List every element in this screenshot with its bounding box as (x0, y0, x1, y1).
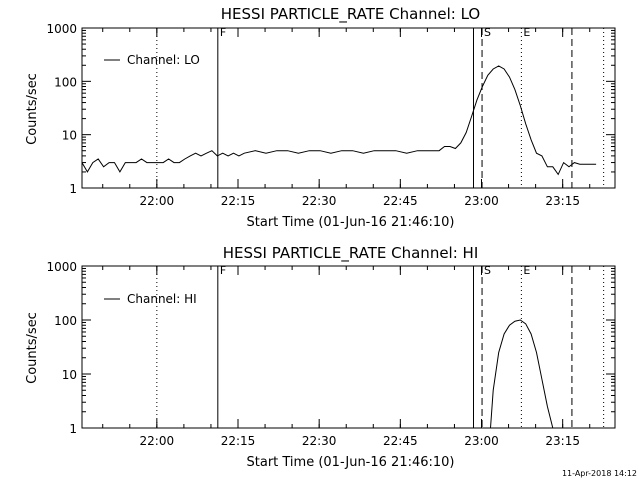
event-flag-label: S (484, 26, 491, 39)
footer-timestamp: 11-Apr-2018 14:12 (562, 469, 637, 478)
legend-entry: Channel: LO (127, 53, 200, 67)
x-tick-label: 23:15 (545, 194, 580, 208)
chart-title: HESSI PARTICLE_RATE Channel: LO (221, 5, 480, 24)
legend-entry: Channel: HI (127, 292, 197, 306)
panel-hi: HESSI PARTICLE_RATE Channel: HI Counts/s… (25, 244, 616, 470)
event-flag-label: E (523, 26, 530, 39)
y-tick-label: 100 (54, 75, 77, 89)
event-flag-label: F (220, 26, 226, 39)
series-line (490, 319, 554, 428)
series-line (82, 65, 597, 176)
x-axis-label: Start Time (01-Jun-16 21:46:10) (247, 215, 455, 230)
x-tick-label: 22:30 (302, 434, 337, 448)
y-axis-label: Counts/sec (25, 312, 40, 384)
y-tick-label: 10 (62, 129, 77, 143)
y-axis-label: Counts/sec (25, 73, 40, 145)
event-flag-label: E (523, 264, 530, 277)
x-axis-label: Start Time (01-Jun-16 21:46:10) (247, 455, 455, 470)
event-flag-label: S (484, 264, 491, 277)
x-tick-label: 23:00 (464, 194, 499, 208)
plot-frame (81, 27, 616, 189)
x-tick-label: 22:15 (221, 434, 256, 448)
x-tick-label: 23:00 (464, 434, 499, 448)
event-flag-label: F (220, 264, 226, 277)
x-tick-label: 22:45 (383, 434, 418, 448)
x-tick-label: 22:45 (383, 194, 418, 208)
x-tick-label: 22:30 (302, 194, 337, 208)
plot-frame (81, 265, 616, 429)
x-tick-label: 23:15 (545, 434, 580, 448)
x-tick-label: 22:15 (221, 194, 256, 208)
y-tick-label: 10 (62, 368, 77, 382)
y-tick-label: 100 (54, 314, 77, 328)
chart-title: HESSI PARTICLE_RATE Channel: HI (223, 244, 479, 263)
y-tick-label: 1 (69, 422, 77, 436)
y-tick-label: 1000 (46, 22, 77, 36)
y-tick-label: 1000 (46, 260, 77, 274)
x-tick-label: 22:00 (140, 194, 175, 208)
y-tick-label: 1 (69, 182, 77, 196)
panel-lo: HESSI PARTICLE_RATE Channel: LO Counts/s… (25, 5, 616, 230)
x-tick-label: 22:00 (140, 434, 175, 448)
